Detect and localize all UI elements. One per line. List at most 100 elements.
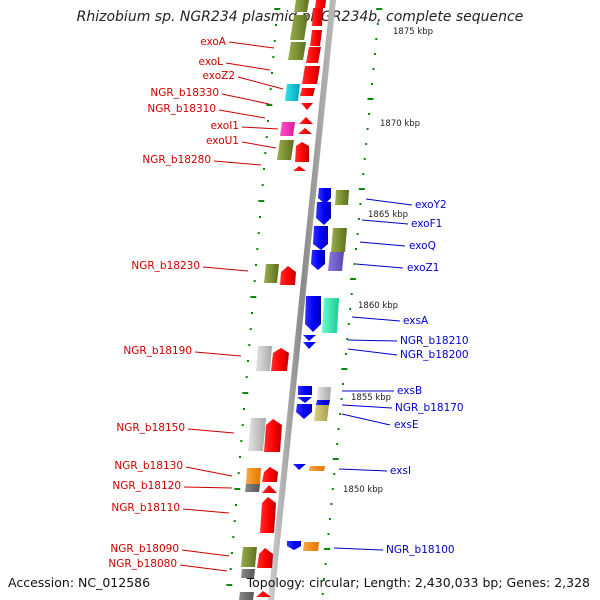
scale-label: 1870 kbp xyxy=(380,119,420,129)
tick-mark xyxy=(344,353,347,355)
box xyxy=(264,264,279,283)
box xyxy=(316,400,330,405)
tick-mark xyxy=(250,296,257,298)
tick-mark xyxy=(355,248,357,250)
box xyxy=(239,592,254,600)
box xyxy=(245,484,260,492)
tick-mark xyxy=(350,278,357,280)
tick-mark xyxy=(330,503,333,505)
tick-mark xyxy=(356,233,359,235)
tick-mark xyxy=(350,293,353,295)
gene-label-NGR_b18080: NGR_b18080 xyxy=(108,558,177,570)
gene-arrow xyxy=(311,250,325,270)
gene-arrow xyxy=(293,166,306,171)
tick-mark xyxy=(368,113,371,115)
sequence-backbone xyxy=(268,0,336,600)
gene-label-NGR_b18090: NGR_b18090 xyxy=(110,543,179,555)
box xyxy=(241,569,255,578)
tick-mark xyxy=(373,53,376,55)
tick-mark xyxy=(340,398,343,400)
box xyxy=(328,252,344,271)
tick-mark xyxy=(245,376,248,378)
tick-mark xyxy=(274,8,281,10)
tick-mark xyxy=(324,548,330,550)
gene-arrow xyxy=(296,404,312,419)
gene-label-exoY2: exoY2 xyxy=(415,199,447,211)
left-gene-labels: exoA exoL exoZ2 NGR_b18330 NGR_b18310 ex… xyxy=(108,36,284,572)
tick-mark xyxy=(347,323,350,325)
tick-mark xyxy=(265,136,268,138)
tick-mark xyxy=(234,488,241,490)
tick-mark xyxy=(257,232,260,234)
tick-mark xyxy=(226,584,233,586)
gene-label-exsI: exsI xyxy=(390,465,411,477)
gene-label-NGR_b18100: NGR_b18100 xyxy=(386,544,455,556)
gene-label-exoZ2: exoZ2 xyxy=(203,70,235,82)
tick-mark xyxy=(341,368,348,370)
gene-arrow xyxy=(262,485,277,493)
gene-label-exoI1: exoI1 xyxy=(211,120,239,132)
box xyxy=(285,84,300,101)
forward-strand-genes xyxy=(256,0,326,597)
gene-label-NGR_b18150: NGR_b18150 xyxy=(116,422,185,434)
tick-mark xyxy=(324,563,327,565)
gene-arrow xyxy=(318,188,331,204)
gene-label-NGR_b18200: NGR_b18200 xyxy=(400,349,469,361)
box xyxy=(241,547,257,567)
gene-arrow xyxy=(313,226,328,250)
gene-arrow xyxy=(256,591,271,597)
gene-arrow xyxy=(260,497,276,533)
gene-label-NGR_b18120: NGR_b18120 xyxy=(112,480,181,492)
tick-mark xyxy=(259,216,261,218)
tick-mark xyxy=(258,200,265,202)
tick-mark xyxy=(248,344,251,346)
gene-arrow xyxy=(257,548,273,568)
tick-mark xyxy=(253,280,256,282)
tick-mark xyxy=(339,413,342,415)
gene-arrow xyxy=(303,335,316,341)
gene-arrow xyxy=(301,103,313,110)
box xyxy=(303,542,319,551)
tick-mark xyxy=(269,88,272,90)
tick-mark xyxy=(256,248,259,250)
tick-mark xyxy=(353,263,356,265)
tick-mark xyxy=(266,104,273,106)
gene-label-exsB: exsB xyxy=(397,385,422,397)
box xyxy=(309,466,325,471)
box xyxy=(248,418,266,451)
right-gene-labels: exoY2 exoF1 exoQ exoZ1 exsA NGR_b18210 N… xyxy=(333,198,469,556)
box xyxy=(256,346,272,371)
tick-mark xyxy=(243,408,245,410)
tick-mark xyxy=(359,203,362,205)
tick-mark xyxy=(362,173,365,175)
box xyxy=(294,0,309,12)
tick-mark xyxy=(366,128,369,130)
tick-mark xyxy=(346,338,349,340)
tick-mark xyxy=(240,440,243,442)
box xyxy=(277,140,294,160)
tick-mark xyxy=(321,593,324,595)
tick-mark xyxy=(261,184,264,186)
gene-label-NGR_b18330: NGR_b18330 xyxy=(150,87,219,99)
gene-label-exoZ1: exoZ1 xyxy=(407,262,439,274)
box xyxy=(280,122,295,136)
gene-arrow xyxy=(315,0,326,8)
tick-mark xyxy=(249,328,252,330)
tick-mark xyxy=(267,120,269,122)
gene-arrow xyxy=(295,142,309,162)
scale-labels: 1875 kbp 1870 kbp 1865 kbp 1860 kbp 1855… xyxy=(343,27,433,495)
gene-label-NGR_b18280: NGR_b18280 xyxy=(142,154,211,166)
gene-arrow xyxy=(293,464,306,470)
tick-mark xyxy=(376,23,379,25)
tick-mark xyxy=(371,83,373,85)
gene-arrow xyxy=(297,397,312,403)
tick-mark xyxy=(376,8,383,10)
gene-arrow xyxy=(312,8,323,26)
gene-arrow xyxy=(280,266,296,285)
scale-label: 1860 kbp xyxy=(358,301,398,311)
topology-summary: Topology: circular; Length: 2,430,033 bp… xyxy=(246,575,590,590)
scale-label: 1850 kbp xyxy=(343,485,383,495)
tick-mark xyxy=(255,264,257,266)
tick-mark xyxy=(247,360,249,362)
